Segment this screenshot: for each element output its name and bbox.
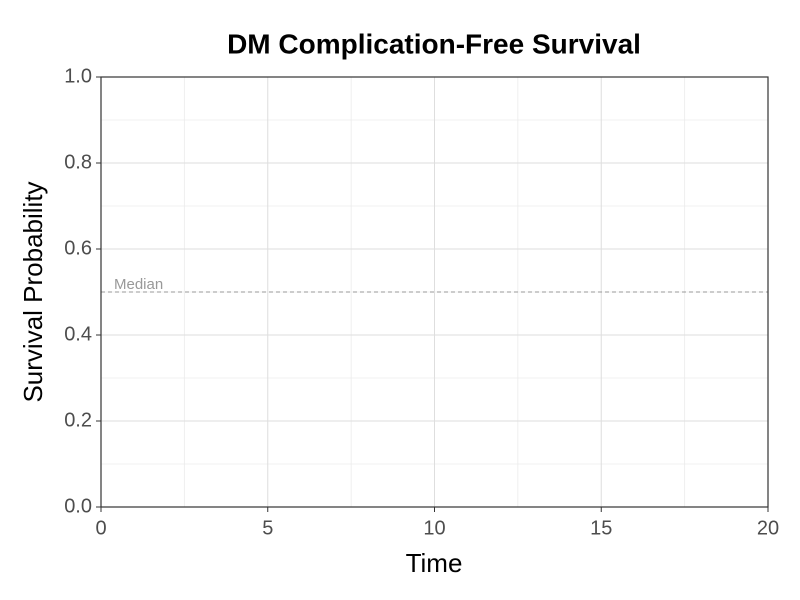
x-tick-label: 20 [757, 517, 779, 539]
x-tick-label: 10 [423, 517, 445, 539]
plot-frame [100, 76, 769, 508]
y-tick-label: 1.0 [64, 65, 92, 87]
x-tick-label: 15 [590, 517, 612, 539]
median-label: Median [114, 276, 163, 293]
chart-title: DM Complication-Free Survival [227, 28, 641, 59]
x-tick-label: 5 [262, 517, 273, 539]
y-tick-label: 0.2 [64, 409, 92, 431]
y-axis-label: Survival Probability [18, 181, 48, 402]
x-axis-label: Time [406, 548, 463, 578]
y-tick-label: 0.6 [64, 237, 92, 259]
y-tick-label: 0.4 [64, 323, 92, 345]
x-tick-label: 0 [95, 517, 106, 539]
y-tick-label: 0.8 [64, 151, 92, 173]
y-tick-label: 0.0 [64, 495, 92, 517]
